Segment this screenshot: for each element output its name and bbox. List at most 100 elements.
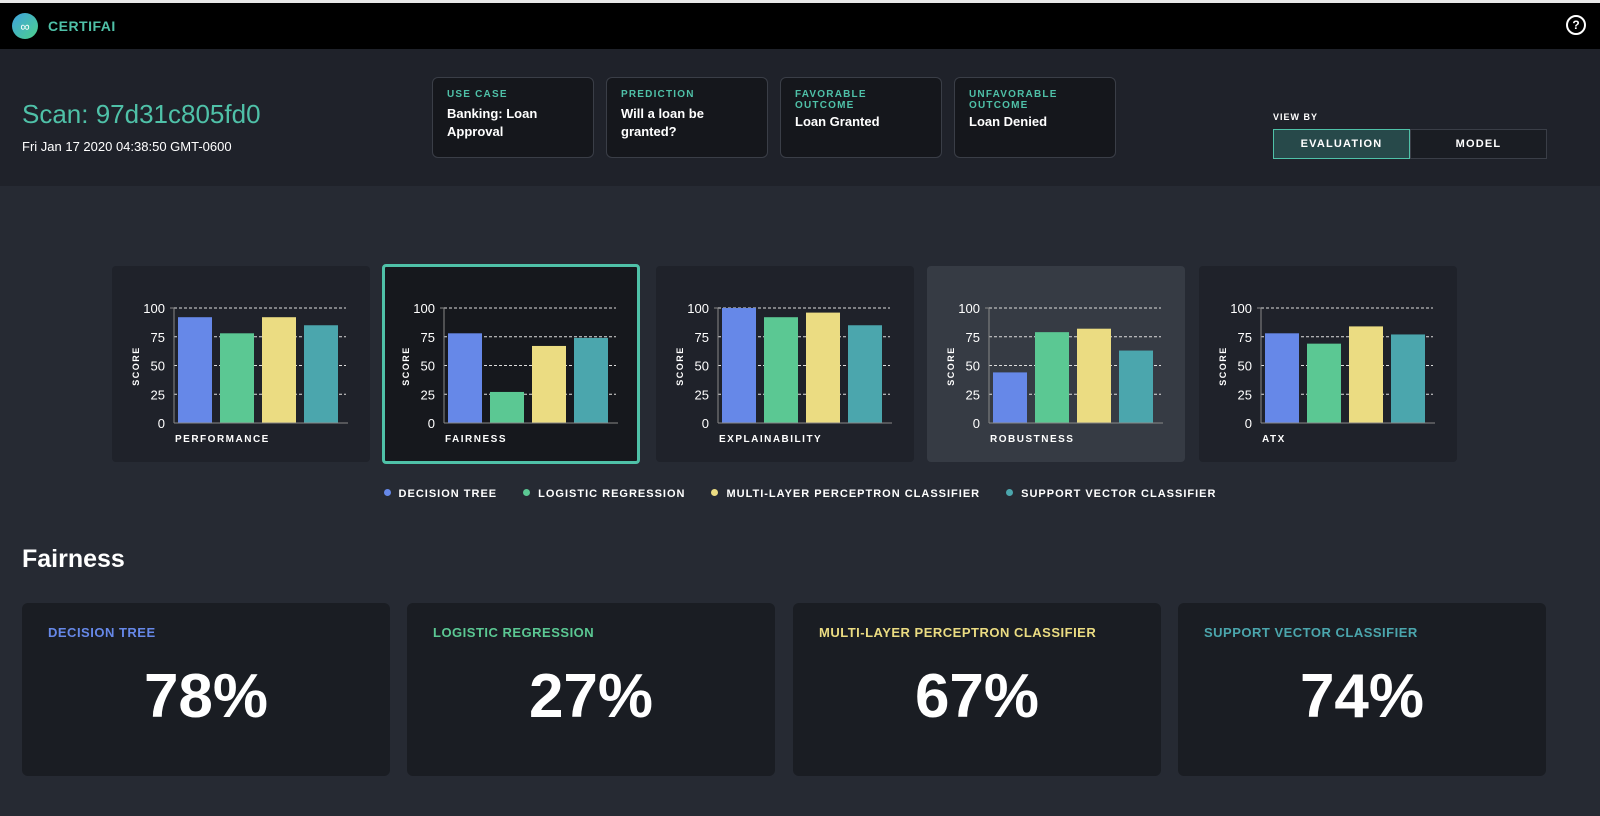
info-value: Loan Denied — [969, 114, 1048, 129]
score-card-name: DECISION TREE — [48, 625, 156, 640]
y-tick-label: 0 — [702, 416, 709, 431]
bar-multi-layer-perceptron-classifier — [1077, 328, 1111, 423]
score-card-name: MULTI-LAYER PERCEPTRON CLASSIFIER — [819, 625, 1097, 640]
chart-card-fairness[interactable]: 0 25 50 75 100 SCORE FAIRNESS — [382, 264, 640, 464]
y-tick-label: 0 — [973, 416, 980, 431]
scan-title: Scan: 97d31c805fd0 — [22, 99, 261, 129]
info-value: Loan Granted — [795, 114, 880, 129]
legend-label: LOGISTIC REGRESSION — [538, 488, 686, 500]
legend-item: SUPPORT VECTOR CLASSIFIER — [1006, 488, 1216, 500]
bar-support-vector-classifier — [848, 325, 882, 423]
legend-label: DECISION TREE — [398, 488, 498, 500]
score-card-decision-tree: DECISION TREE 78% — [22, 603, 390, 776]
y-tick-label: 75 — [1238, 330, 1252, 345]
y-axis-label: SCORE — [946, 346, 956, 386]
bar-chart: 0 25 50 75 100 SCORE PERFORMANCE — [131, 301, 348, 445]
scan-header: Scan: 97d31c805fd0 Fri Jan 17 2020 04:38… — [0, 49, 1600, 186]
view-evaluation-button[interactable]: EVALUATION — [1273, 129, 1410, 159]
bar-decision-tree — [448, 333, 482, 423]
info-label: UNFAVORABLE OUTCOME — [969, 89, 1058, 111]
scan-date: Fri Jan 17 2020 04:38:50 GMT-0600 — [22, 139, 232, 154]
info-label: USE CASE — [447, 89, 508, 100]
score-card-value: 67% — [914, 662, 1040, 731]
bar-chart: 0 25 50 75 100 SCORE FAIRNESS — [401, 301, 618, 445]
chart-title: EXPLAINABILITY — [719, 434, 822, 445]
score-card-logistic-regression: LOGISTIC REGRESSION 27% — [407, 603, 775, 776]
bar-support-vector-classifier — [304, 325, 338, 423]
y-tick-label: 25 — [151, 387, 165, 402]
help-icon[interactable]: ? — [1566, 15, 1586, 35]
y-tick-label: 100 — [143, 301, 165, 316]
chart-title: FAIRNESS — [445, 434, 507, 445]
y-tick-label: 50 — [151, 359, 165, 374]
cloud-logo-icon: ∞ — [12, 13, 38, 39]
chart-title: ATX — [1262, 434, 1286, 445]
bar-logistic-regression — [764, 317, 798, 423]
legend-dot-icon — [711, 489, 719, 496]
y-tick-label: 50 — [1238, 359, 1252, 374]
y-tick-label: 25 — [1238, 387, 1252, 402]
bar-logistic-regression — [1307, 343, 1341, 423]
bar-decision-tree — [1265, 333, 1299, 423]
chart-card-explainability[interactable]: 0 25 50 75 100 SCORE EXPLAINABILITY — [656, 266, 914, 462]
legend-dot-icon — [1006, 489, 1014, 496]
score-card-value: 27% — [528, 662, 654, 731]
y-tick-label: 50 — [421, 359, 435, 374]
y-tick-label: 75 — [151, 330, 165, 345]
score-card-value: 78% — [143, 662, 269, 731]
bar-decision-tree — [178, 317, 212, 423]
chart-legend: DECISION TREE LOGISTIC REGRESSION MULTI-… — [0, 488, 1600, 500]
y-tick-label: 100 — [413, 301, 435, 316]
bar-chart: 0 25 50 75 100 SCORE EXPLAINABILITY — [675, 301, 892, 445]
info-card-prediction: PREDICTION Will a loan be granted? — [606, 77, 768, 158]
bar-multi-layer-perceptron-classifier — [1349, 326, 1383, 423]
y-tick-label: 0 — [1245, 416, 1252, 431]
y-axis-label: SCORE — [131, 346, 141, 386]
y-tick-label: 75 — [966, 330, 980, 345]
bar-logistic-regression — [220, 333, 254, 423]
section-title: Fairness — [22, 545, 125, 573]
info-card-unfavorable: UNFAVORABLE OUTCOME Loan Denied — [954, 77, 1116, 158]
view-model-button[interactable]: MODEL — [1410, 129, 1547, 159]
info-label: PREDICTION — [621, 89, 695, 100]
bar-support-vector-classifier — [1119, 350, 1153, 423]
bar-multi-layer-perceptron-classifier — [532, 345, 566, 423]
chart-card-performance[interactable]: 0 25 50 75 100 SCORE PERFORMANCE — [112, 266, 370, 462]
score-card-name: SUPPORT VECTOR CLASSIFIER — [1204, 625, 1418, 640]
y-axis-label: SCORE — [675, 346, 685, 386]
y-tick-label: 50 — [695, 359, 709, 374]
y-axis-label: SCORE — [1218, 346, 1228, 386]
score-card-name: LOGISTIC REGRESSION — [433, 625, 595, 640]
view-by-label: VIEW BY — [1273, 112, 1319, 122]
y-tick-label: 75 — [421, 330, 435, 345]
info-value: Will a loan be granted? — [621, 106, 704, 139]
y-tick-label: 25 — [421, 387, 435, 402]
y-tick-label: 25 — [695, 387, 709, 402]
bar-support-vector-classifier — [574, 337, 608, 423]
y-tick-label: 100 — [958, 301, 980, 316]
bar-support-vector-classifier — [1391, 334, 1425, 423]
brand-name: CERTIFAI — [48, 18, 116, 34]
legend-dot-icon — [383, 489, 391, 496]
y-tick-label: 100 — [687, 301, 709, 316]
bar-decision-tree — [993, 372, 1027, 423]
y-axis-label: SCORE — [401, 346, 411, 386]
y-tick-label: 25 — [966, 387, 980, 402]
y-tick-label: 75 — [695, 330, 709, 345]
score-card-svc: SUPPORT VECTOR CLASSIFIER 74% — [1178, 603, 1546, 776]
legend-dot-icon — [523, 489, 531, 496]
bar-multi-layer-perceptron-classifier — [806, 312, 840, 423]
score-card-mlp: MULTI-LAYER PERCEPTRON CLASSIFIER 67% — [793, 603, 1161, 776]
legend-item: LOGISTIC REGRESSION — [523, 488, 685, 500]
bar-chart: 0 25 50 75 100 SCORE ATX — [1218, 301, 1435, 445]
chart-card-atx[interactable]: 0 25 50 75 100 SCORE ATX — [1199, 266, 1457, 462]
legend-label: MULTI-LAYER PERCEPTRON CLASSIFIER — [726, 488, 981, 500]
bar-logistic-regression — [1035, 332, 1069, 423]
bar-logistic-regression — [490, 391, 524, 423]
y-tick-label: 100 — [1230, 301, 1252, 316]
bar-decision-tree — [722, 308, 756, 423]
y-tick-label: 0 — [428, 416, 435, 431]
info-value: Banking: Loan Approval — [447, 106, 538, 139]
chart-card-robustness[interactable]: 0 25 50 75 100 SCORE ROBUSTNESS — [927, 266, 1185, 462]
bar-multi-layer-perceptron-classifier — [262, 317, 296, 423]
